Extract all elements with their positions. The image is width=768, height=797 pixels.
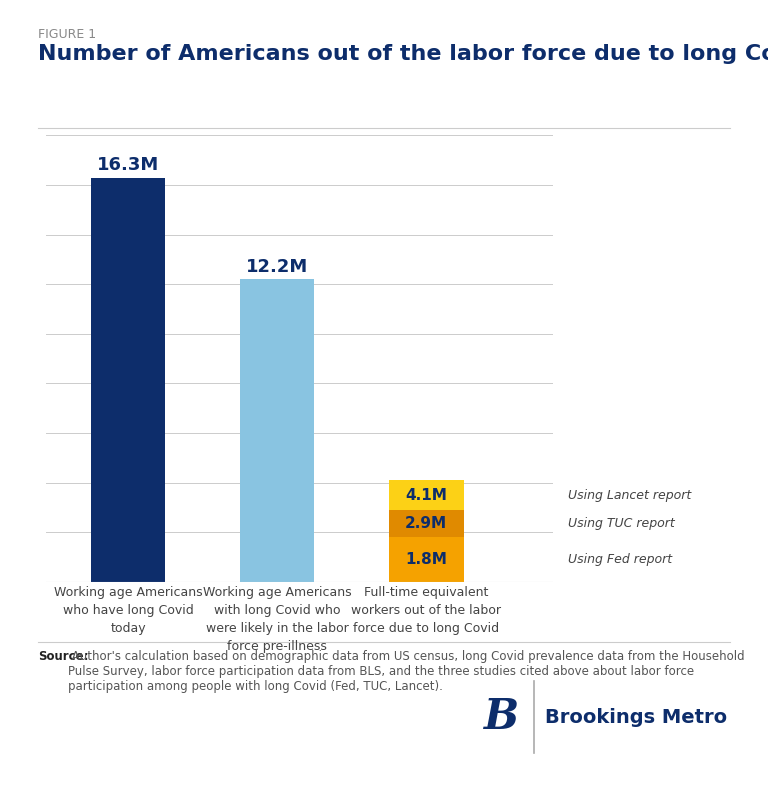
- Text: 2.9M: 2.9M: [406, 516, 447, 531]
- Text: FIGURE 1: FIGURE 1: [38, 28, 97, 41]
- Text: Source:: Source:: [38, 650, 89, 662]
- Bar: [389, 510, 464, 537]
- Text: B: B: [484, 697, 519, 738]
- Text: 12.2M: 12.2M: [246, 257, 308, 276]
- Text: Working age Americans
with long Covid who
were likely in the labor
force pre-ill: Working age Americans with long Covid wh…: [203, 586, 352, 653]
- Text: Working age Americans
who have long Covid
today: Working age Americans who have long Covi…: [54, 586, 203, 634]
- Text: Using Fed report: Using Fed report: [568, 553, 673, 566]
- Text: 4.1M: 4.1M: [406, 488, 447, 503]
- Text: Using Lancet report: Using Lancet report: [568, 489, 691, 501]
- Bar: [389, 480, 464, 510]
- Text: 1.8M: 1.8M: [406, 552, 447, 567]
- Text: Full-time equivalent
workers out of the labor
force due to long Covid: Full-time equivalent workers out of the …: [351, 586, 502, 634]
- Bar: [389, 537, 464, 582]
- Bar: [240, 279, 314, 582]
- Text: Brookings Metro: Brookings Metro: [545, 708, 727, 727]
- Text: Number of Americans out of the labor force due to long Covid: Number of Americans out of the labor for…: [38, 44, 768, 64]
- Bar: [91, 178, 165, 582]
- Text: 16.3M: 16.3M: [97, 156, 159, 174]
- Text: Using TUC report: Using TUC report: [568, 517, 675, 530]
- Text: Author's calculation based on demographic data from US census, long Covid preval: Author's calculation based on demographi…: [68, 650, 744, 693]
